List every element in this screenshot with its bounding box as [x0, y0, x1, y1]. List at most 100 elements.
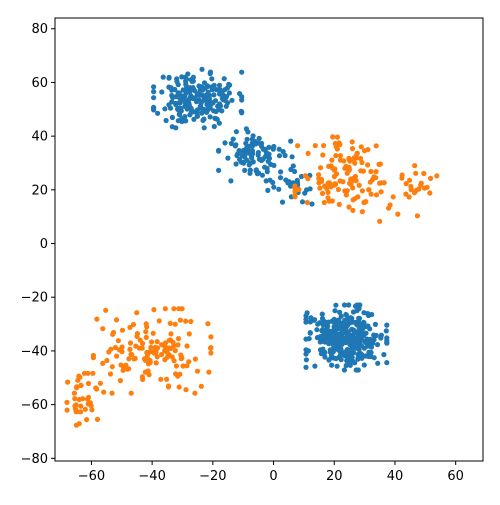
- scatter-point-series-1: [117, 378, 123, 384]
- scatter-point-series-1: [292, 188, 298, 195]
- scatter-point-series-1: [78, 382, 84, 388]
- scatter-point-series-0: [217, 103, 224, 109]
- scatter-point-series-0: [378, 335, 384, 341]
- scatter-point-series-1: [127, 340, 134, 346]
- scatter-point-series-0: [155, 110, 161, 116]
- scatter-point-series-0: [255, 149, 261, 156]
- scatter-point-series-0: [277, 175, 284, 181]
- scatter-point-series-0: [355, 367, 361, 373]
- scatter-point-series-0: [354, 322, 360, 328]
- scatter-point-series-1: [407, 177, 413, 183]
- scatter-point-series-1: [188, 318, 194, 325]
- scatter-point-series-0: [222, 140, 228, 146]
- scatter-point-series-0: [169, 99, 175, 105]
- scatter-point-series-1: [296, 186, 302, 193]
- scatter-point-series-0: [365, 323, 371, 329]
- scatter-point-series-0: [303, 319, 309, 325]
- scatter-point-series-0: [384, 340, 390, 346]
- scatter-point-series-1: [159, 351, 165, 358]
- scatter-point-series-0: [345, 349, 351, 355]
- scatter-point-series-1: [365, 162, 371, 168]
- scatter-point-series-1: [77, 374, 83, 380]
- scatter-point-series-1: [334, 171, 340, 177]
- scatter-point-series-1: [428, 175, 434, 181]
- scatter-point-series-1: [378, 180, 384, 186]
- scatter-point-series-0: [244, 136, 250, 142]
- scatter-point-series-0: [163, 117, 169, 124]
- scatter-point-series-1: [154, 354, 160, 360]
- scatter-point-series-0: [209, 87, 215, 93]
- scatter-point-series-0: [383, 328, 389, 334]
- scatter-point-series-0: [271, 162, 277, 168]
- scatter-point-series-1: [399, 172, 405, 178]
- scatter-point-series-0: [242, 151, 249, 157]
- scatter-point-series-1: [180, 363, 186, 369]
- scatter-point-series-0: [303, 351, 309, 357]
- scatter-point-series-0: [341, 302, 348, 308]
- scatter-point-series-1: [295, 143, 301, 149]
- scatter-point-series-0: [230, 136, 236, 142]
- scatter-point-series-0: [237, 91, 243, 97]
- scatter-point-series-0: [343, 311, 349, 318]
- scatter-point-series-0: [336, 323, 342, 329]
- scatter-point-series-1: [335, 186, 341, 193]
- scatter-point-series-1: [97, 380, 103, 386]
- scatter-point-series-1: [318, 165, 324, 171]
- scatter-point-series-0: [211, 123, 217, 130]
- scatter-point-series-1: [356, 182, 362, 188]
- scatter-point-series-1: [119, 327, 126, 333]
- scatter-point-series-1: [413, 170, 419, 176]
- scatter-point-series-1: [208, 334, 214, 340]
- scatter-point-series-0: [253, 168, 259, 174]
- scatter-point-series-1: [337, 153, 343, 159]
- scatter-point-series-0: [288, 138, 294, 144]
- scatter-point-series-1: [153, 360, 159, 366]
- scatter-point-series-1: [333, 153, 339, 159]
- scatter-point-series-1: [78, 409, 84, 415]
- scatter-point-series-0: [363, 353, 369, 359]
- scatter-point-series-0: [384, 360, 390, 366]
- scatter-point-series-0: [190, 85, 196, 91]
- scatter-point-series-0: [233, 142, 239, 148]
- scatter-point-series-1: [78, 403, 84, 409]
- scatter-point-series-0: [307, 330, 313, 336]
- scatter-point-series-0: [173, 102, 179, 108]
- scatter-point-series-1: [184, 363, 190, 369]
- scatter-point-series-0: [160, 74, 166, 80]
- scatter-point-series-1: [359, 159, 365, 166]
- scatter-point-series-1: [192, 390, 198, 396]
- scatter-point-series-1: [108, 346, 114, 352]
- scatter-point-series-0: [372, 321, 378, 327]
- scatter-point-series-1: [76, 421, 82, 427]
- scatter-point-series-1: [164, 376, 170, 382]
- scatter-point-series-0: [226, 90, 232, 96]
- scatter-point-series-1: [134, 331, 140, 337]
- scatter-point-series-0: [166, 75, 172, 81]
- scatter-point-series-0: [333, 356, 339, 362]
- scatter-point-series-1: [176, 306, 182, 312]
- scatter-point-series-1: [130, 321, 137, 328]
- scatter-point-series-1: [177, 317, 183, 323]
- scatter-point-series-1: [100, 360, 106, 366]
- scatter-point-series-1: [85, 370, 91, 376]
- scatter-point-series-0: [315, 321, 321, 327]
- scatter-point-series-0: [242, 167, 248, 173]
- scatter-point-series-1: [366, 187, 372, 193]
- scatter-point-series-0: [259, 172, 265, 178]
- scatter-point-series-0: [299, 199, 306, 205]
- scatter-point-series-1: [376, 161, 382, 167]
- scatter-point-series-1: [88, 403, 94, 409]
- scatter-point-series-0: [271, 143, 277, 150]
- scatter-point-series-1: [89, 407, 95, 413]
- scatter-point-series-1: [183, 318, 189, 324]
- scatter-point-series-0: [190, 78, 196, 84]
- scatter-point-series-0: [185, 71, 191, 77]
- scatter-point-series-0: [328, 353, 335, 359]
- scatter-point-series-1: [72, 396, 78, 402]
- scatter-point-series-0: [328, 330, 334, 336]
- scatter-point-series-0: [364, 340, 370, 346]
- scatter-point-series-1: [206, 369, 212, 375]
- scatter-point-series-1: [421, 170, 427, 177]
- scatter-point-series-1: [128, 390, 134, 396]
